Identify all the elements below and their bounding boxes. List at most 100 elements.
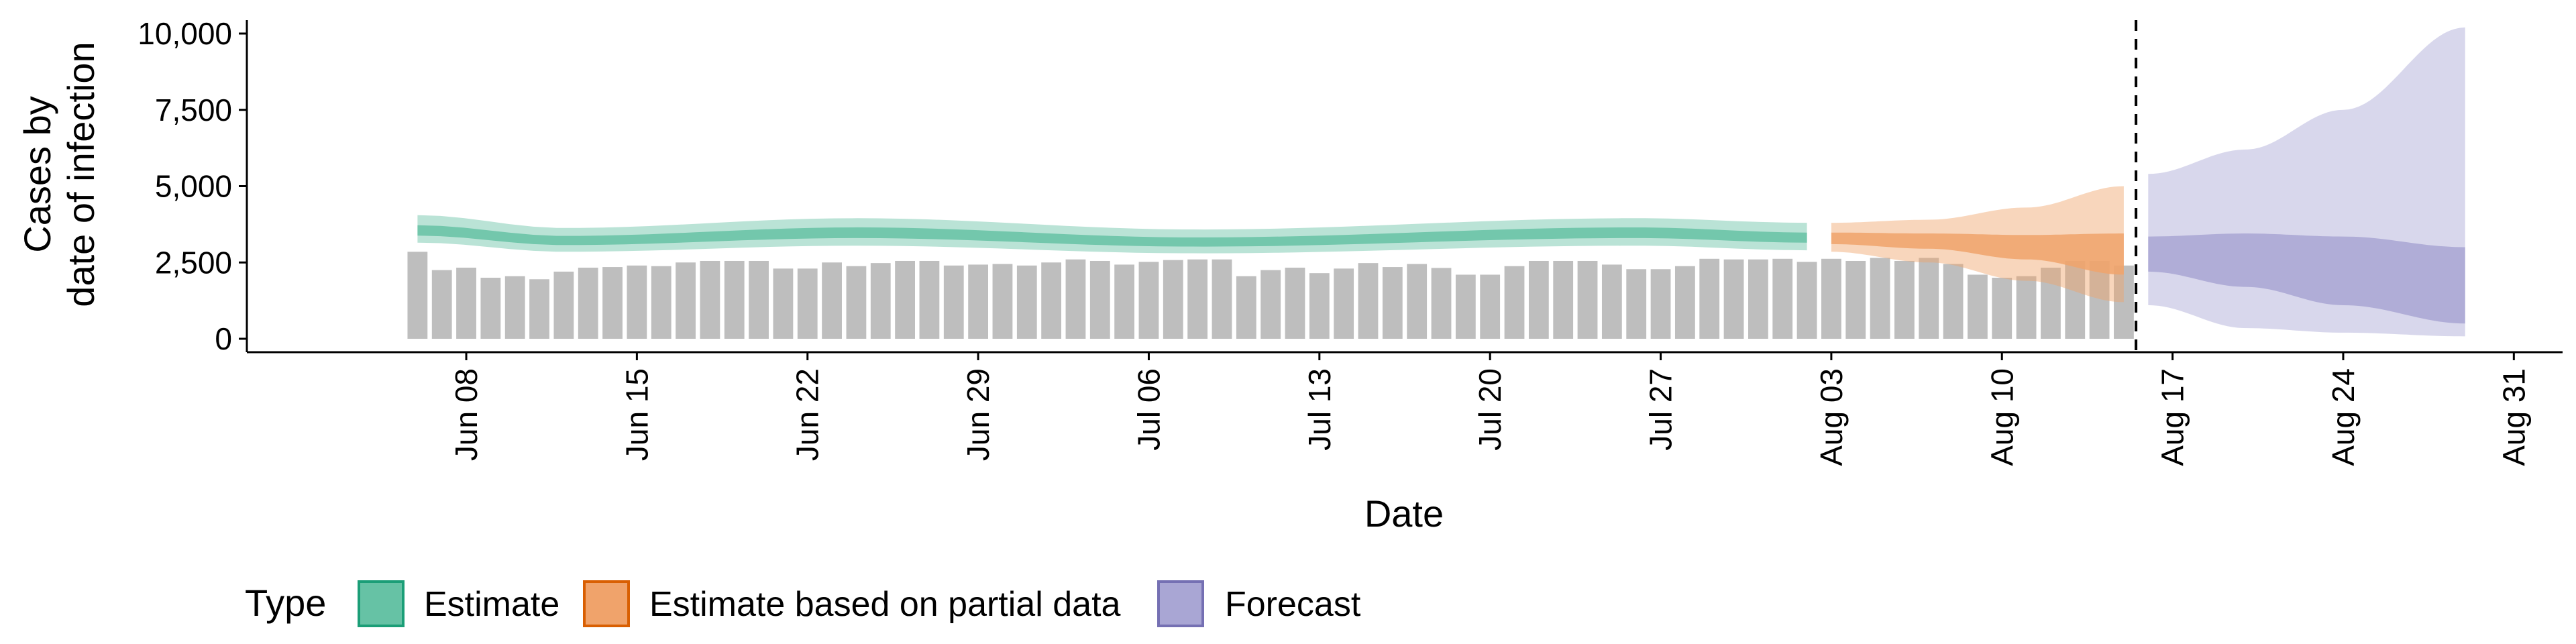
bar: [1138, 262, 1159, 339]
bar: [1114, 264, 1135, 339]
bar: [2065, 260, 2086, 339]
bar: [1626, 269, 1647, 339]
legend-item-partial: Estimate based on partial data: [583, 580, 1121, 627]
bar: [602, 267, 623, 339]
plot-area: [407, 20, 2465, 352]
bar: [749, 260, 769, 339]
legend-title: Type: [245, 582, 326, 624]
bar: [1089, 260, 1110, 339]
legend-label-estimate: Estimate: [424, 585, 559, 624]
legend-item-estimate: Estimate: [358, 580, 559, 627]
estimate-inner-band: [417, 225, 1807, 247]
bar: [1236, 276, 1256, 339]
bar: [1821, 258, 1841, 339]
bar: [1431, 268, 1452, 339]
x-tick-label: Jul 27: [1644, 368, 1678, 451]
bar: [1601, 264, 1622, 339]
x-tick-label: Jun 08: [449, 368, 484, 461]
bar: [797, 268, 818, 339]
bar: [1163, 260, 1183, 339]
bar: [1650, 269, 1671, 339]
bar: [431, 270, 452, 339]
x-tick-label: Jul 06: [1131, 368, 1166, 451]
bar: [2016, 276, 2037, 339]
bar: [627, 265, 647, 339]
y-tick-label: 2,500: [155, 245, 232, 280]
bar: [2114, 265, 2134, 339]
bar: [1504, 266, 1525, 339]
legend-key-partial: [583, 580, 630, 627]
estimate-based-on-partial-data-inner-band: [1831, 232, 2124, 275]
x-tick-label: Jun 15: [619, 368, 654, 461]
y-tick-label: 0: [215, 321, 232, 356]
x-tick-label: Aug 31: [2496, 368, 2531, 466]
bar: [1187, 259, 1208, 339]
bar: [1968, 274, 1988, 339]
x-tick-label: Jun 29: [961, 368, 996, 461]
bar: [676, 262, 696, 339]
bar: [1553, 260, 1574, 339]
bar: [1699, 258, 1720, 339]
bar: [773, 268, 794, 339]
bar: [578, 267, 598, 339]
legend-label-partial: Estimate based on partial data: [649, 585, 1121, 624]
bar: [968, 264, 989, 339]
bar: [1285, 267, 1305, 339]
bar: [895, 260, 915, 339]
bar: [2089, 260, 2110, 339]
bar: [1674, 266, 1695, 339]
bar: [1016, 265, 1037, 339]
bar: [651, 266, 672, 339]
legend-item-forecast: Forecast: [1157, 580, 1361, 627]
x-axis-title: Date: [1364, 492, 1444, 535]
y-tick-label: 10,000: [138, 16, 232, 51]
bar: [724, 260, 745, 339]
bar: [1992, 278, 2012, 339]
bar: [1870, 258, 1890, 339]
bar: [504, 276, 525, 339]
x-axis-ticks: Jun 08 Jun 15 Jun 22 Jun 29 Jul 06 Jul 13 Jul …: [449, 352, 2531, 466]
bar: [919, 260, 940, 339]
bar: [1260, 270, 1281, 339]
bar: [1919, 258, 1939, 339]
bar: [1382, 267, 1403, 339]
bar: [1748, 259, 1768, 339]
y-tick-label: 7,500: [155, 93, 232, 127]
bar: [700, 260, 720, 339]
forecast-inner-band: [2148, 233, 2465, 324]
bar: [870, 263, 891, 339]
x-tick-label: Jun 22: [790, 368, 825, 461]
bar: [529, 279, 549, 339]
bar: [1772, 258, 1793, 339]
bar: [822, 262, 842, 339]
bar: [480, 278, 501, 339]
bar: [1041, 262, 1062, 339]
y-axis-title-line2: date of infection: [60, 42, 102, 307]
bar: [1845, 260, 1866, 339]
estimate-outer-band: [417, 215, 1807, 254]
y-tick-label: 5,000: [155, 169, 232, 204]
bar: [456, 267, 476, 339]
bar: [1723, 259, 1744, 339]
legend: Type Estimate Estimate based on partial …: [245, 580, 1361, 627]
bar: [1358, 263, 1379, 339]
x-tick-label: Jul 20: [1472, 368, 1507, 451]
bar: [1943, 264, 1964, 339]
bar: [1796, 262, 1817, 339]
bar: [553, 271, 574, 339]
bar: [1455, 274, 1476, 339]
bar: [1407, 264, 1428, 339]
bar: [1065, 259, 1086, 339]
bar: [943, 265, 964, 339]
axes: 0 2,500 5,000 7,500 10,000 Jun 08 Jun 15 Jun 2…: [138, 16, 2563, 466]
y-axis-ticks: 0 2,500 5,000 7,500 10,000: [138, 16, 247, 356]
bar: [1528, 260, 1549, 339]
legend-label-forecast: Forecast: [1225, 585, 1361, 624]
x-tick-label: Jul 13: [1302, 368, 1337, 451]
x-tick-label: Aug 03: [1814, 368, 1849, 466]
bar: [1577, 260, 1598, 339]
bar: [846, 266, 867, 339]
bar: [1309, 273, 1330, 339]
bar: [1480, 274, 1501, 339]
